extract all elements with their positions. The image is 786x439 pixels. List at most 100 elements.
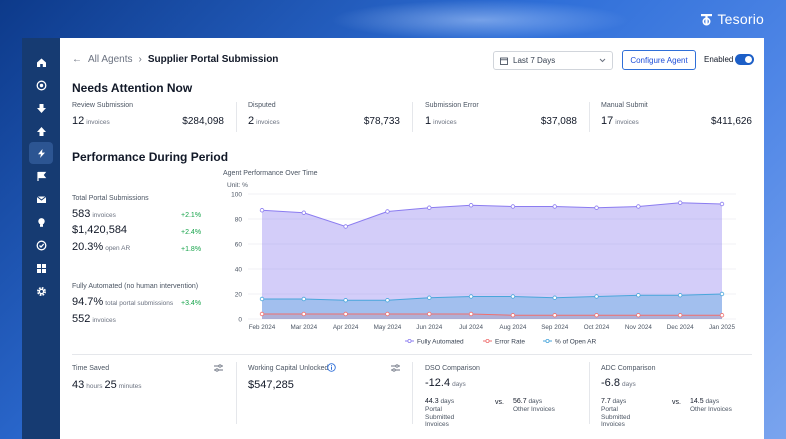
adc-portal-value: 7.7 days Portal Submitted Invoices (601, 398, 631, 428)
enabled-label: Enabled (704, 55, 734, 64)
data-point[interactable] (594, 205, 599, 210)
adjust-icon[interactable] (214, 364, 223, 372)
sidebar-item-upload[interactable] (29, 120, 53, 142)
attention-card-label: Submission Error (425, 102, 479, 109)
chart-title: Agent Performance Over Time (223, 170, 318, 177)
data-point[interactable] (552, 313, 557, 318)
data-point[interactable] (636, 313, 641, 318)
divider (412, 362, 413, 424)
attention-card-label: Disputed (248, 102, 276, 109)
sidebar-item-grid[interactable] (29, 257, 53, 279)
attention-card-count: 12 invoices (72, 115, 110, 127)
legend-label[interactable]: Error Rate (495, 339, 525, 346)
open-ar-delta: +1.8% (181, 246, 202, 253)
date-range-select[interactable]: Last 7 Days (493, 51, 613, 70)
upload-icon (36, 126, 46, 136)
sidebar-item-insights[interactable] (29, 211, 53, 233)
sidebar-item-target[interactable] (29, 74, 53, 96)
data-point[interactable] (427, 205, 432, 210)
data-point[interactable] (259, 296, 265, 302)
attention-card-manual-submit[interactable]: Manual Submit 17 invoices $411,626 (601, 102, 752, 132)
attention-card-amount: $78,733 (363, 116, 400, 127)
sidebar-item-flag[interactable] (29, 165, 53, 187)
data-point[interactable] (677, 313, 683, 318)
attention-card-count: 2 invoices (248, 115, 280, 127)
data-point[interactable] (510, 313, 516, 318)
settings-icon (36, 286, 46, 296)
data-point[interactable] (719, 291, 725, 297)
data-point[interactable] (427, 295, 432, 300)
data-point[interactable] (468, 203, 474, 208)
back-arrow-icon[interactable]: ← (72, 54, 82, 65)
data-point[interactable] (301, 296, 307, 302)
attention-card-amount: $411,626 (711, 116, 752, 127)
data-point[interactable] (677, 293, 683, 298)
data-point[interactable] (510, 204, 516, 209)
x-tick-label: Dec 2024 (667, 324, 694, 331)
attention-card-count: 17 invoices (601, 115, 639, 127)
sidebar-item-download[interactable] (29, 97, 53, 119)
series-line-2 (262, 293, 723, 301)
data-point[interactable] (468, 294, 474, 299)
performance-chart[interactable]: 0 20 40 60 80 100 Feb 2024 Mar 2024 Apr 2024 May … (220, 188, 748, 348)
data-point[interactable] (552, 295, 557, 300)
data-point[interactable] (259, 311, 265, 317)
attention-card-disputed[interactable]: Disputed 2 invoices $78,733 (248, 102, 400, 132)
attention-card-submission-error[interactable]: Submission Error 1 invoices $37,088 (425, 102, 577, 132)
data-point[interactable] (468, 311, 474, 317)
data-point[interactable] (259, 208, 265, 213)
sidebar-item-settings[interactable] (29, 280, 53, 302)
x-tick-label: Aug 2024 (499, 324, 526, 331)
amount-delta: +2.4% (181, 229, 202, 236)
info-icon[interactable] (327, 363, 336, 372)
sidebar (22, 38, 60, 439)
adjust-icon[interactable] (391, 364, 400, 372)
page-title: Supplier Portal Submission (147, 54, 279, 65)
y-tick-label: 100 (231, 192, 242, 199)
attention-card-label: Manual Submit (601, 102, 648, 109)
configure-agent-button[interactable]: Configure Agent (622, 50, 696, 70)
automated-delta: +3.4% (181, 300, 202, 307)
chart-unit-label: Unit: % (227, 182, 248, 189)
sidebar-item-badge[interactable] (29, 234, 53, 256)
brand-name: Tesorio (717, 11, 764, 27)
legend-label[interactable]: Fully Automated (417, 339, 464, 346)
legend-marker (407, 338, 412, 343)
home-icon (36, 58, 46, 67)
data-point[interactable] (636, 204, 641, 209)
data-point[interactable] (594, 294, 599, 299)
data-point[interactable] (719, 201, 725, 207)
legend-label[interactable]: % of Open AR (555, 339, 596, 346)
sidebar-item-automation[interactable] (29, 142, 53, 164)
attention-card-count: 1 invoices (425, 115, 457, 127)
data-point[interactable] (385, 298, 390, 303)
enabled-toggle[interactable] (735, 54, 754, 65)
section-divider (72, 354, 752, 355)
divider (236, 102, 237, 132)
data-point[interactable] (343, 224, 348, 229)
data-point[interactable] (301, 210, 307, 215)
sidebar-item-mail[interactable] (29, 188, 53, 210)
data-point[interactable] (343, 298, 348, 303)
attention-card-review[interactable]: Review Submission 12 invoices $284,098 (72, 102, 224, 132)
needs-attention-title: Needs Attention Now (72, 81, 193, 95)
data-point[interactable] (385, 209, 390, 214)
sidebar-item-home[interactable] (29, 51, 53, 73)
data-point[interactable] (677, 200, 683, 205)
data-point[interactable] (552, 204, 557, 209)
main-panel: ← All Agents › Supplier Portal Submissio… (60, 38, 764, 439)
data-point[interactable] (427, 311, 432, 317)
breadcrumb-all-agents[interactable]: All Agents (88, 54, 133, 65)
data-point[interactable] (301, 311, 307, 317)
adc-vs-label: vs. (672, 399, 681, 406)
data-point[interactable] (594, 313, 599, 318)
x-tick-label: Jun 2024 (416, 324, 442, 331)
legend-marker (545, 338, 550, 343)
amount-stat: $1,420,584 (72, 224, 128, 236)
data-point[interactable] (343, 311, 348, 317)
download-icon (36, 103, 46, 113)
data-point[interactable] (719, 313, 725, 318)
data-point[interactable] (636, 293, 641, 298)
data-point[interactable] (510, 294, 516, 299)
data-point[interactable] (385, 311, 390, 317)
